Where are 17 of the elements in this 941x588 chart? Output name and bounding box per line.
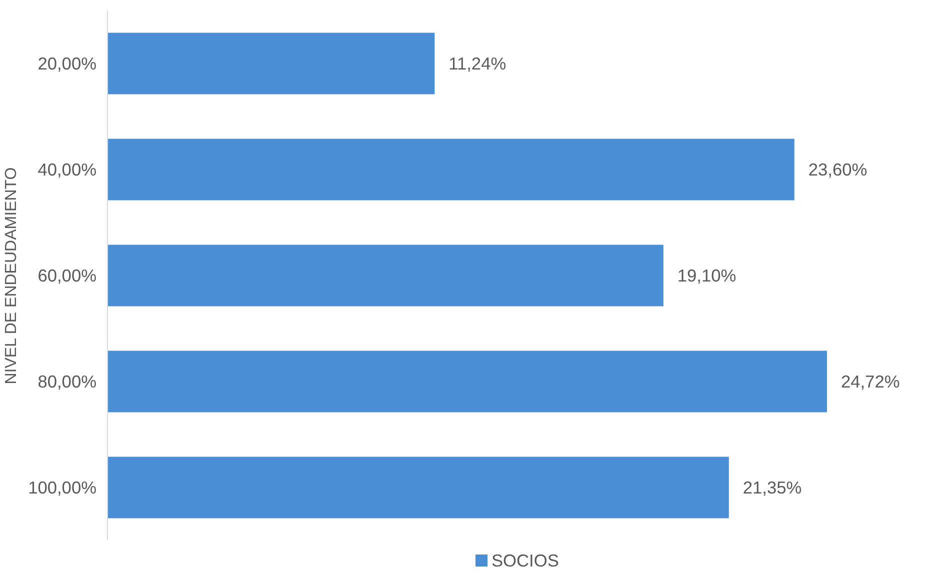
bar [108,138,794,200]
bar [108,244,664,306]
data-label: 23,60% [808,160,868,180]
y-axis-title: NIVEL DE ENDEUDAMIENTO [3,167,20,384]
bar [108,456,729,518]
bar [108,32,435,94]
y-tick-label: 60,00% [38,266,97,286]
data-label: 24,72% [840,372,900,392]
data-label: 19,10% [677,266,736,286]
data-label: 11,24% [448,54,506,74]
y-tick-label: 80,00% [38,372,97,392]
y-tick-label: 40,00% [38,160,97,180]
legend-label: SOCIOS [491,550,559,570]
y-tick-label: 100,00% [28,478,97,498]
bar [108,350,827,412]
data-label: 21,35% [742,478,802,498]
y-tick-label: 20,00% [38,54,97,74]
